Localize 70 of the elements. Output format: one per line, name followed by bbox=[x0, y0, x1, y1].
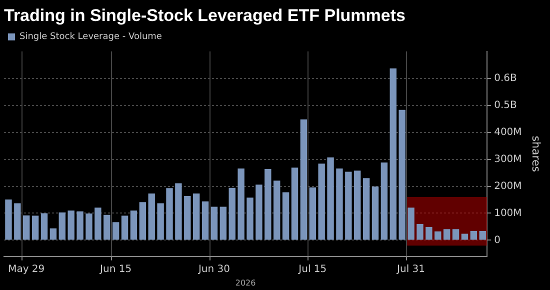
bar bbox=[274, 180, 280, 240]
bar bbox=[210, 206, 218, 240]
bar bbox=[32, 216, 39, 240]
x-tick-label: Jul 31 bbox=[396, 264, 426, 275]
x-tick-label: Jun 15 bbox=[99, 264, 132, 275]
bar bbox=[228, 188, 236, 240]
bar bbox=[470, 231, 478, 240]
bar bbox=[86, 214, 92, 240]
bar bbox=[300, 119, 308, 240]
bar bbox=[40, 213, 48, 240]
bar bbox=[282, 192, 290, 240]
bar bbox=[408, 208, 414, 240]
bar bbox=[94, 208, 102, 240]
bar bbox=[68, 210, 74, 240]
bar bbox=[327, 157, 334, 240]
bar bbox=[104, 214, 110, 240]
bar bbox=[5, 199, 12, 240]
bar bbox=[426, 227, 432, 240]
bar bbox=[192, 194, 200, 240]
bar bbox=[157, 203, 164, 240]
x-tick-label: May 29 bbox=[8, 264, 45, 275]
y-tick-label: 200M bbox=[494, 180, 522, 192]
x-axis-title: 2026 bbox=[235, 278, 256, 288]
bar bbox=[434, 231, 442, 240]
bar bbox=[166, 188, 173, 240]
y-tick-label: 0.6B bbox=[494, 72, 517, 84]
y-tick-label: 300M bbox=[494, 154, 522, 165]
bar bbox=[362, 178, 370, 240]
bar bbox=[291, 168, 298, 240]
bar bbox=[256, 184, 262, 240]
bar bbox=[220, 206, 227, 240]
y-tick-label: 0 bbox=[494, 234, 500, 246]
y-tick-label: 400M bbox=[494, 126, 522, 138]
bar bbox=[23, 215, 30, 240]
bar bbox=[416, 224, 424, 240]
bar bbox=[130, 210, 138, 240]
bar bbox=[336, 168, 343, 240]
legend-label: Single Stock Leverage - Volume bbox=[20, 32, 162, 42]
bar bbox=[461, 234, 468, 240]
bar bbox=[318, 164, 325, 240]
bar bbox=[452, 229, 460, 240]
bar bbox=[76, 211, 84, 240]
bar bbox=[354, 170, 361, 240]
bar bbox=[372, 186, 379, 240]
bar bbox=[14, 203, 21, 240]
bar bbox=[398, 110, 406, 240]
bar bbox=[246, 198, 254, 240]
bar bbox=[309, 187, 316, 240]
bar bbox=[380, 162, 388, 240]
bar bbox=[238, 168, 244, 240]
bar bbox=[202, 201, 209, 240]
x-tick-label: Jun 30 bbox=[197, 264, 230, 275]
y-tick-label: 0.5B bbox=[494, 100, 517, 111]
bar bbox=[175, 183, 182, 240]
bar bbox=[50, 228, 57, 240]
bar bbox=[345, 172, 352, 240]
bar bbox=[112, 222, 120, 240]
bar bbox=[148, 194, 155, 240]
bar bbox=[264, 169, 272, 240]
y-axis-title: shares bbox=[530, 136, 543, 172]
bar bbox=[139, 202, 146, 240]
x-tick-label: Jul 15 bbox=[298, 264, 327, 275]
y-tick-label: 100M bbox=[494, 208, 522, 219]
bar bbox=[443, 229, 450, 240]
bar bbox=[58, 212, 66, 240]
bar bbox=[479, 231, 486, 240]
bar bbox=[184, 196, 191, 240]
bar bbox=[390, 68, 397, 240]
bar bbox=[121, 216, 128, 240]
chart-title: Trading in Single-Stock Leveraged ETF Plummets bbox=[4, 6, 406, 25]
